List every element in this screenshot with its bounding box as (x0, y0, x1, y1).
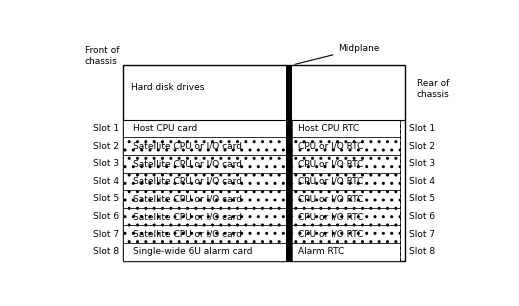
Bar (123, 137, 286, 155)
Bar (123, 173, 286, 190)
Bar (292, 155, 400, 173)
Text: Slot 6: Slot 6 (93, 212, 119, 221)
Text: CPU or I/O RTC: CPU or I/O RTC (298, 142, 364, 151)
Bar (292, 225, 400, 243)
Text: Satellite CPU or I/O card: Satellite CPU or I/O card (133, 177, 242, 186)
Text: Alarm RTC: Alarm RTC (298, 247, 345, 256)
Bar (123, 120, 286, 137)
Bar (123, 225, 286, 243)
Text: Slot 7: Slot 7 (93, 230, 119, 239)
Text: Single-wide 6U alarm card: Single-wide 6U alarm card (133, 247, 253, 256)
Text: Slot 2: Slot 2 (409, 142, 435, 151)
Text: Rear of
chassis: Rear of chassis (417, 79, 449, 99)
Text: Midplane: Midplane (295, 44, 380, 64)
Text: Slot 1: Slot 1 (409, 124, 435, 133)
Text: Slot 1: Slot 1 (93, 124, 119, 133)
Bar (123, 208, 286, 225)
Text: Satellite CPU or I/O card: Satellite CPU or I/O card (133, 230, 242, 239)
Bar (123, 65, 405, 260)
Text: Satellite CPU or I/O card: Satellite CPU or I/O card (133, 212, 242, 221)
Text: Slot 4: Slot 4 (93, 177, 119, 186)
Text: Slot 7: Slot 7 (409, 230, 435, 239)
Text: CPU or I/O RTC: CPU or I/O RTC (298, 177, 364, 186)
Bar (292, 208, 400, 225)
Text: Slot 6: Slot 6 (409, 212, 435, 221)
Text: CPU or I/O RTC: CPU or I/O RTC (298, 159, 364, 168)
Bar (292, 173, 400, 190)
Text: Slot 2: Slot 2 (93, 142, 119, 151)
Text: Slot 5: Slot 5 (93, 194, 119, 203)
Text: Slot 4: Slot 4 (409, 177, 435, 186)
Text: Slot 8: Slot 8 (93, 247, 119, 256)
Text: Satellite CPU or I/O card: Satellite CPU or I/O card (133, 159, 242, 168)
Text: Slot 3: Slot 3 (93, 159, 119, 168)
Text: Slot 3: Slot 3 (409, 159, 435, 168)
Text: CPU or I/O RTC: CPU or I/O RTC (298, 230, 364, 239)
Text: Satellite CPU or I/O card: Satellite CPU or I/O card (133, 142, 242, 151)
Text: Satellite CPU or I/O card: Satellite CPU or I/O card (133, 194, 242, 203)
Text: Hard disk drives: Hard disk drives (131, 83, 204, 92)
Text: Front of
chassis: Front of chassis (85, 46, 119, 65)
Bar (292, 190, 400, 208)
Bar (123, 243, 286, 260)
Text: Host CPU card: Host CPU card (133, 124, 198, 133)
Bar (292, 120, 400, 137)
Text: CPU or I/O RTC: CPU or I/O RTC (298, 194, 364, 203)
Text: Host CPU RTC: Host CPU RTC (298, 124, 360, 133)
Text: Slot 5: Slot 5 (409, 194, 435, 203)
Bar (286, 65, 292, 260)
Text: Slot 8: Slot 8 (409, 247, 435, 256)
Bar (292, 137, 400, 155)
Bar (123, 190, 286, 208)
Bar (123, 155, 286, 173)
Text: CPU or I/O RTC: CPU or I/O RTC (298, 212, 364, 221)
Bar (292, 243, 400, 260)
